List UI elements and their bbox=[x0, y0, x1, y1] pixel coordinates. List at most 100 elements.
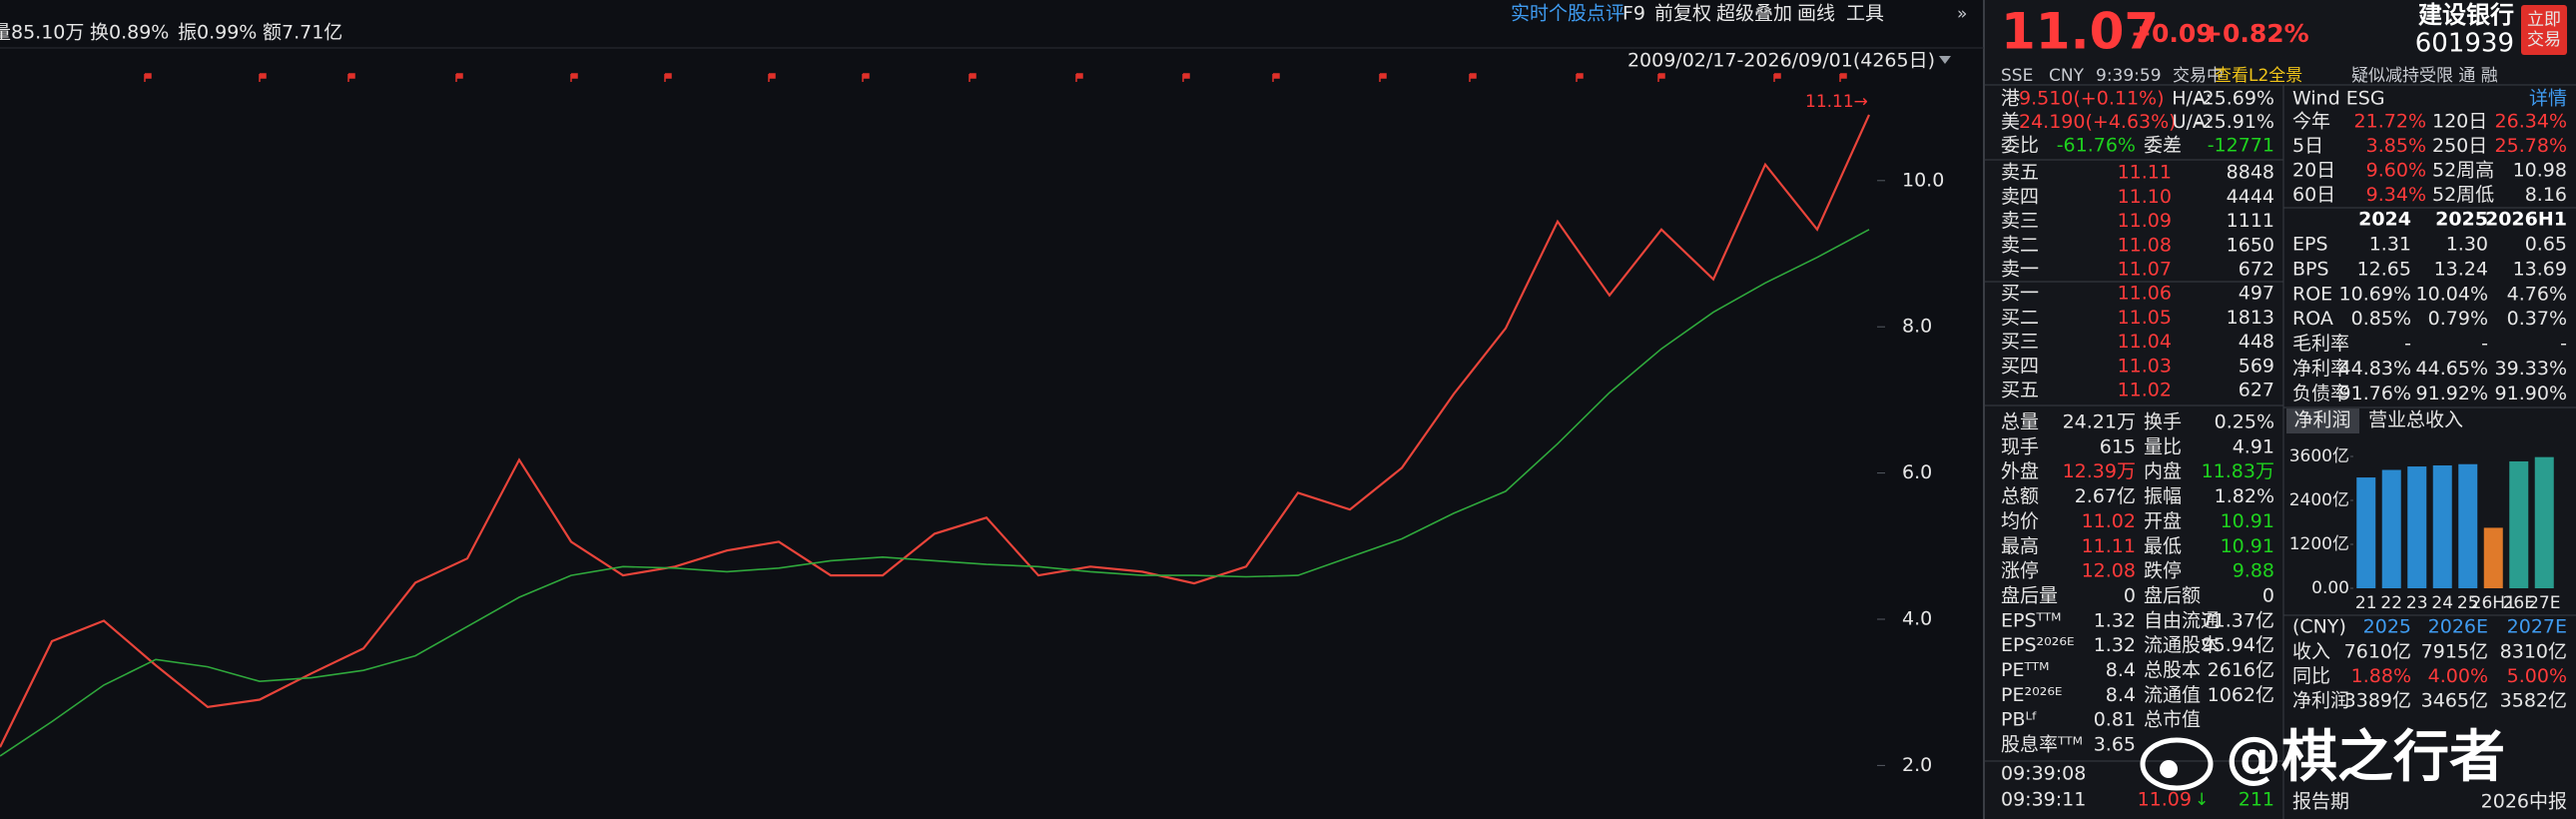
stat-value: 8.4 bbox=[2106, 659, 2136, 681]
stat-value: 12.39万 bbox=[2063, 460, 2136, 482]
esg-link[interactable]: 详情 bbox=[2529, 88, 2567, 110]
stat-label: 内盘 bbox=[2144, 460, 2182, 482]
quote-panel-background bbox=[1985, 0, 2576, 819]
stat-label: 总股本 bbox=[2144, 659, 2201, 681]
return-value: 25.78% bbox=[2495, 135, 2567, 157]
fundamental-label: 净利率 bbox=[2292, 358, 2349, 380]
return-value: 26.34% bbox=[2495, 111, 2567, 133]
l2-link[interactable]: 查看L2全景 bbox=[2215, 66, 2302, 86]
fundamental-year: 2026H1 bbox=[2485, 209, 2567, 231]
stat-value: 24.21万 bbox=[2063, 411, 2136, 433]
chart-tab[interactable]: 营业总收入 bbox=[2368, 410, 2463, 431]
event-flag bbox=[862, 73, 870, 82]
stat-label: 总量 bbox=[2001, 411, 2039, 433]
fundamental-value: 91.76% bbox=[2339, 383, 2411, 405]
stat-value: 1.82% bbox=[2215, 485, 2274, 507]
event-flag bbox=[1379, 73, 1387, 82]
dropdown-icon[interactable] bbox=[1939, 56, 1951, 64]
forecast-value: 3582亿 bbox=[2500, 690, 2567, 712]
stat-value: 8.4 bbox=[2106, 684, 2136, 706]
weibo-logo bbox=[2140, 737, 2214, 791]
stat-label: 最高 bbox=[2001, 535, 2039, 557]
forecast-year: 2026E bbox=[2428, 616, 2488, 638]
fundamental-value: 10.69% bbox=[2339, 283, 2411, 305]
trade-button[interactable] bbox=[2521, 5, 2567, 55]
quote-meta: 交易中 bbox=[2173, 66, 2224, 86]
order-price: 11.10 bbox=[2118, 186, 2172, 208]
forecast-value: 7915亿 bbox=[2421, 641, 2488, 663]
fundamental-value: 0.79% bbox=[2428, 308, 2488, 330]
order-level: 卖二 bbox=[2001, 234, 2039, 256]
order-level: 卖一 bbox=[2001, 259, 2039, 281]
order-level: 卖五 bbox=[2001, 162, 2039, 184]
fundamental-label: BPS bbox=[2292, 258, 2329, 280]
y-tick-label: 1200亿 bbox=[2289, 534, 2349, 554]
fundamental-value: 91.92% bbox=[2416, 383, 2488, 405]
stat-label: 流通值 bbox=[2144, 684, 2201, 706]
toolbar-stat: 额7.71亿 bbox=[263, 22, 342, 44]
toolbar-menu-item[interactable]: 前复权 bbox=[1654, 3, 1711, 25]
stat-label: 涨停 bbox=[2001, 560, 2039, 582]
fundamental-value: 44.65% bbox=[2416, 358, 2488, 380]
stat-label: 外盘 bbox=[2001, 460, 2039, 482]
listing-label: 港 bbox=[2001, 88, 2020, 110]
forecast-value: 8310亿 bbox=[2500, 641, 2567, 663]
x-tick-label: 26E bbox=[2503, 593, 2535, 613]
bar bbox=[2509, 460, 2529, 588]
order-price: 11.07 bbox=[2118, 259, 2172, 281]
y-tick-label: 2400亿 bbox=[2289, 490, 2349, 510]
fundamental-label: EPS bbox=[2292, 234, 2328, 256]
stat-label: 现手 bbox=[2001, 435, 2039, 457]
stat-label: 流通股本 bbox=[2144, 634, 2220, 656]
date-range[interactable]: 2009/02/17-2026/09/01(4265日) bbox=[1627, 50, 1935, 72]
fundamental-value: 12.65 bbox=[2357, 258, 2411, 280]
toolbar-menu-item[interactable]: 工具 bbox=[1846, 3, 1884, 25]
premium-value: -25.91% bbox=[2196, 111, 2274, 133]
order-ratio-value: -61.76% bbox=[2057, 135, 2136, 157]
high-annotation: 11.11→ bbox=[1805, 92, 1868, 112]
forecast-value: 5.00% bbox=[2507, 665, 2567, 687]
order-diff-label: 委差 bbox=[2144, 135, 2182, 157]
fundamental-value: 0.65 bbox=[2525, 234, 2567, 256]
return-label: 今年 bbox=[2292, 111, 2330, 133]
quote-meta: CNY bbox=[2049, 66, 2085, 86]
return-value: 10.98 bbox=[2513, 160, 2567, 182]
collapse-icon[interactable]: » bbox=[1957, 4, 1967, 24]
fundamental-label: 毛利率 bbox=[2292, 333, 2349, 355]
stat-value: 0.81 bbox=[2094, 709, 2136, 731]
stat-value: 11.83万 bbox=[2202, 460, 2274, 482]
order-price: 11.08 bbox=[2118, 234, 2172, 256]
event-flag bbox=[968, 73, 976, 82]
fundamental-label: ROA bbox=[2292, 308, 2333, 330]
stat-label: 盘后额 bbox=[2144, 584, 2201, 606]
fundamental-value: 13.69 bbox=[2513, 258, 2567, 280]
stat-value: 95.94亿 bbox=[2202, 634, 2274, 656]
forecast-year: 2027E bbox=[2507, 616, 2567, 638]
stat-label: EPS²⁰²⁶ᴱ bbox=[2001, 634, 2075, 656]
stat-value: 0 bbox=[2124, 584, 2136, 606]
order-size: 8848 bbox=[2227, 162, 2274, 184]
toolbar-menu-item[interactable]: 超级叠加 bbox=[1716, 3, 1792, 25]
active-tab[interactable] bbox=[2286, 409, 2359, 433]
fundamental-value: 0.37% bbox=[2507, 308, 2567, 330]
toolbar-menu-item[interactable]: 画线 bbox=[1797, 3, 1835, 25]
chart-tab[interactable]: 净利润 bbox=[2293, 410, 2350, 431]
down-arrow: ↓ bbox=[2195, 790, 2209, 810]
toolbar-menu-item[interactable]: 实时个股点评 bbox=[1511, 3, 1624, 25]
event-flag bbox=[1075, 73, 1083, 82]
stock-tags: 疑似减持受限 通 融 bbox=[2351, 66, 2498, 86]
y-tick-label: 2.0 bbox=[1902, 754, 1932, 776]
order-price: 11.04 bbox=[2118, 331, 2172, 353]
return-value: 8.16 bbox=[2525, 184, 2567, 206]
trade-button-label[interactable]: 立即交易 bbox=[2527, 10, 2561, 50]
report-label: 报告期 bbox=[2292, 791, 2349, 813]
toolbar-menu-item[interactable]: F9 bbox=[1622, 3, 1645, 25]
toolbar-stat: 换0.89% bbox=[90, 22, 169, 44]
order-level: 买三 bbox=[2001, 331, 2039, 353]
forecast-unit: (CNY) bbox=[2292, 616, 2346, 638]
x-tick-label: 21 bbox=[2355, 593, 2377, 613]
stat-value: 0 bbox=[2262, 584, 2274, 606]
order-size: 1650 bbox=[2227, 234, 2274, 256]
esg-label: Wind ESG bbox=[2292, 88, 2385, 110]
